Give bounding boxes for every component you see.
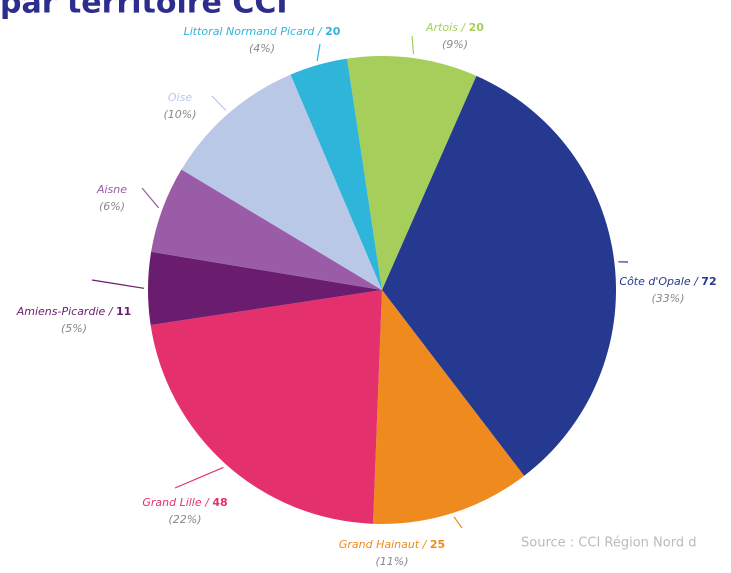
leader-line: [211, 95, 227, 111]
pie-slice: [373, 290, 525, 524]
category-name: Artois: [425, 21, 458, 34]
percent-label: (33%): [651, 292, 684, 305]
leader-line: [411, 35, 415, 55]
pie-slice: [148, 251, 382, 325]
pie-slice: [290, 58, 382, 290]
slice-label: Artois / 20: [425, 21, 484, 34]
count: 25: [430, 538, 445, 551]
slice-label: Littoral Normand Picard / 20: [184, 25, 341, 38]
slice-label: Côte d'Opale / 72: [619, 275, 716, 288]
category-name: Aisne: [96, 183, 127, 196]
count: 11: [116, 305, 131, 318]
count: 72: [701, 275, 716, 288]
category-name: Oise: [168, 91, 192, 104]
leader-line: [174, 466, 224, 489]
category-name: Côte d'Opale: [619, 275, 690, 288]
pie-slice: [347, 55, 477, 290]
leader-line: [453, 516, 463, 529]
leader-line: [316, 43, 321, 62]
category-name: Grand Lille: [142, 496, 202, 509]
pie-slice: [151, 169, 382, 290]
count: 20: [469, 21, 485, 34]
percent-label: (4%): [249, 42, 275, 55]
label-separator: /: [314, 25, 325, 38]
slice-label: Grand Lille / 48: [142, 496, 227, 509]
percent-label: (5%): [61, 322, 87, 335]
percent-label: (9%): [442, 38, 468, 51]
percent-label: (22%): [168, 513, 201, 526]
slice-label: Oise: [168, 91, 192, 104]
label-separator: /: [458, 21, 469, 34]
percent-label: (6%): [99, 200, 125, 213]
label-separator: /: [691, 275, 702, 288]
pie-slice: [150, 290, 382, 524]
percent-label: (10%): [163, 108, 196, 121]
chart-title: par territoire CCI: [0, 0, 288, 21]
label-separator: /: [105, 305, 116, 318]
pie-slice: [181, 74, 382, 290]
count: 20: [325, 25, 341, 38]
slice-label: Grand Hainaut / 25: [339, 538, 445, 551]
source: Source : CCI Région Nord d: [521, 536, 696, 551]
count: 48: [212, 496, 227, 509]
leader-line: [141, 187, 160, 209]
label-separator: /: [419, 538, 430, 551]
slice-label: Amiens-Picardie / 11: [16, 305, 132, 318]
slice-label: Aisne: [96, 183, 127, 196]
category-name: Grand Hainaut: [339, 538, 420, 551]
percent-label: (11%): [375, 555, 408, 568]
label-separator: /: [202, 496, 213, 509]
category-name: Amiens-Picardie: [16, 305, 106, 318]
pie-slice: [382, 75, 617, 476]
category-name: Littoral Normand Picard: [184, 25, 316, 38]
leader-line: [91, 279, 145, 289]
